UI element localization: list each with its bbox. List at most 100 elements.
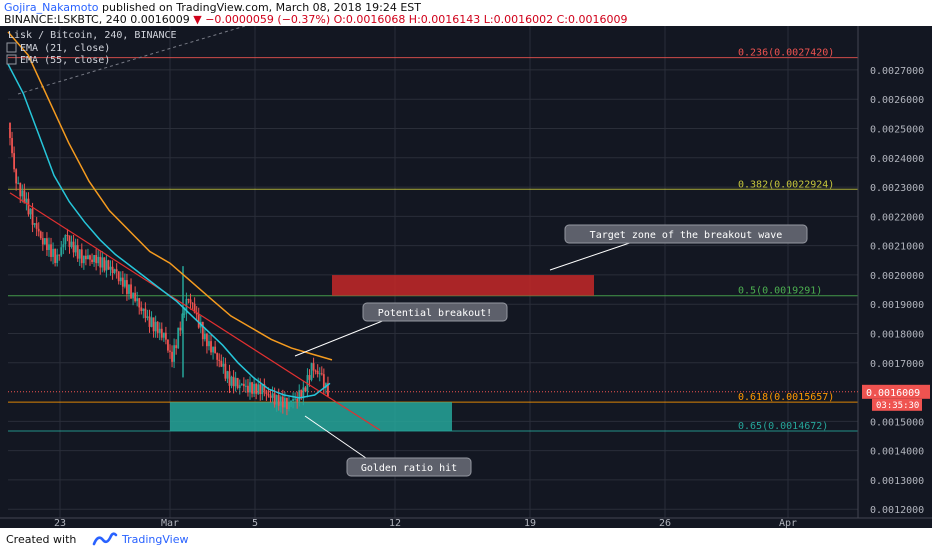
candle-body-60 xyxy=(132,292,134,299)
candle-body-55 xyxy=(121,277,124,287)
breakout-callout-box xyxy=(362,302,508,322)
tradingview-link[interactable]: TradingView xyxy=(122,533,189,546)
target-callout-text: Target zone of the breakout wave xyxy=(590,230,783,241)
legend-eye-icon-ema21[interactable] xyxy=(6,42,17,53)
candle-body-128 xyxy=(271,393,274,398)
price-tick-11: 0.0015000 xyxy=(870,417,924,428)
price-change: −0.0000059 (−0.37%) xyxy=(205,13,331,26)
candle-body-31 xyxy=(72,241,75,253)
candle-body-44 xyxy=(99,256,102,268)
time-tick-1: Mar xyxy=(161,518,179,528)
candle-body-37 xyxy=(84,255,87,260)
candle-body-9 xyxy=(27,198,30,215)
candle-body-98 xyxy=(210,341,212,353)
candle-body-85 xyxy=(183,313,186,315)
candle-body-33 xyxy=(76,245,79,259)
candle-body-132 xyxy=(279,396,282,406)
candle-body-22 xyxy=(54,248,57,263)
candle-body-117 xyxy=(249,382,251,393)
candle-body-102 xyxy=(218,359,221,361)
candle-body-121 xyxy=(257,384,260,394)
price-chart[interactable]: 0.236(0.0027420) 0.382(0.0022924) 0.5(0.00… xyxy=(0,26,932,528)
candle-body-141 xyxy=(298,390,301,402)
candle-body-118 xyxy=(251,382,253,394)
callouts: Target zone of the breakout wave Potentia… xyxy=(294,224,808,477)
candle-body-92 xyxy=(197,314,200,328)
candle-body-87 xyxy=(187,298,190,300)
candle-body-46 xyxy=(103,257,106,271)
candle-body-99 xyxy=(212,346,214,353)
author-link[interactable]: Gojira_Nakamoto xyxy=(4,1,99,14)
candle-body-112 xyxy=(238,385,241,389)
legend-eye-icon-ema55[interactable] xyxy=(6,54,17,65)
candle-body-147 xyxy=(310,363,313,380)
price-tick-3: 0.0024000 xyxy=(870,154,924,165)
candle-body-66 xyxy=(144,308,147,318)
candle-body-103 xyxy=(220,360,223,367)
candle-body-75 xyxy=(162,332,165,338)
candle-body-73 xyxy=(158,328,161,333)
candle-body-100 xyxy=(214,346,217,354)
fib-label-3: 0.618(0.0015657) xyxy=(738,392,834,403)
candle-body-126 xyxy=(267,393,270,396)
candle-body-49 xyxy=(109,266,112,270)
down-triangle-icon: ▼ xyxy=(193,13,202,26)
legend-ema55: EMA (55, close) xyxy=(20,55,110,66)
price-tick-0: 0.0027000 xyxy=(870,66,924,77)
candle-body-127 xyxy=(269,395,272,398)
fib-label-1: 0.382(0.0022924) xyxy=(738,179,834,190)
fib-levels: 0.236(0.0027420) 0.382(0.0022924) 0.5(0.00… xyxy=(8,26,858,432)
candle-body-20 xyxy=(50,244,52,257)
candle-body-134 xyxy=(283,397,286,408)
candle-body-96 xyxy=(206,333,208,347)
fib-label-0: 0.236(0.0027420) xyxy=(738,48,834,59)
price-tick-5: 0.0022000 xyxy=(870,212,924,223)
candle-body-74 xyxy=(160,328,163,338)
time-axis-bg xyxy=(0,518,932,528)
candle-body-1 xyxy=(11,138,13,154)
candle-body-15 xyxy=(39,231,42,239)
candle-body-143 xyxy=(302,387,305,399)
candle-body-139 xyxy=(294,398,297,400)
price-tick-1: 0.0026000 xyxy=(870,95,924,106)
candle-body-56 xyxy=(123,280,126,287)
candle-body-83 xyxy=(179,327,182,331)
candle-body-11 xyxy=(31,208,34,225)
publish-info: published on TradingView.com, March 08, … xyxy=(102,1,422,14)
candle-body-6 xyxy=(21,190,24,197)
candle-body-94 xyxy=(201,321,204,340)
fib-label-4: 0.65(0.0014672) xyxy=(738,421,828,432)
candle-body-13 xyxy=(35,223,38,229)
candle-body-24 xyxy=(58,254,61,256)
candle-body-3 xyxy=(15,169,18,184)
candle-body-43 xyxy=(97,256,100,264)
price-tick-6: 0.0021000 xyxy=(870,242,924,253)
candle-body-59 xyxy=(130,284,132,299)
candle-body-133 xyxy=(281,396,284,408)
candle-body-51 xyxy=(113,269,116,274)
target-zone xyxy=(332,275,594,296)
price-axis-bg xyxy=(858,26,932,518)
candle-body-45 xyxy=(101,257,104,268)
candle-body-70 xyxy=(152,317,155,332)
price-tick-9: 0.0018000 xyxy=(870,330,924,341)
publish-line: Gojira_Nakamoto published on TradingView… xyxy=(4,1,421,14)
candle-body-10 xyxy=(29,208,32,215)
candle-body-79 xyxy=(171,351,173,362)
candle-body-72 xyxy=(156,321,159,333)
candle-body-111 xyxy=(236,377,239,389)
price-tick-4: 0.0023000 xyxy=(870,183,924,194)
candle-body-23 xyxy=(56,254,59,263)
golden-zone xyxy=(170,402,452,431)
descending-trendline xyxy=(9,192,381,431)
symbol-line: BINANCE:LSKBTC, 240 0.0016009 ▼ −0.00000… xyxy=(4,13,627,26)
candle-body-28 xyxy=(66,235,69,237)
candle-body-150 xyxy=(316,370,319,374)
candle-body-63 xyxy=(138,298,141,308)
candle-body-119 xyxy=(253,383,256,394)
candle-body-8 xyxy=(25,198,28,204)
candle-body-14 xyxy=(37,228,40,232)
candle-body-61 xyxy=(134,292,137,302)
candle-body-5 xyxy=(19,182,22,197)
